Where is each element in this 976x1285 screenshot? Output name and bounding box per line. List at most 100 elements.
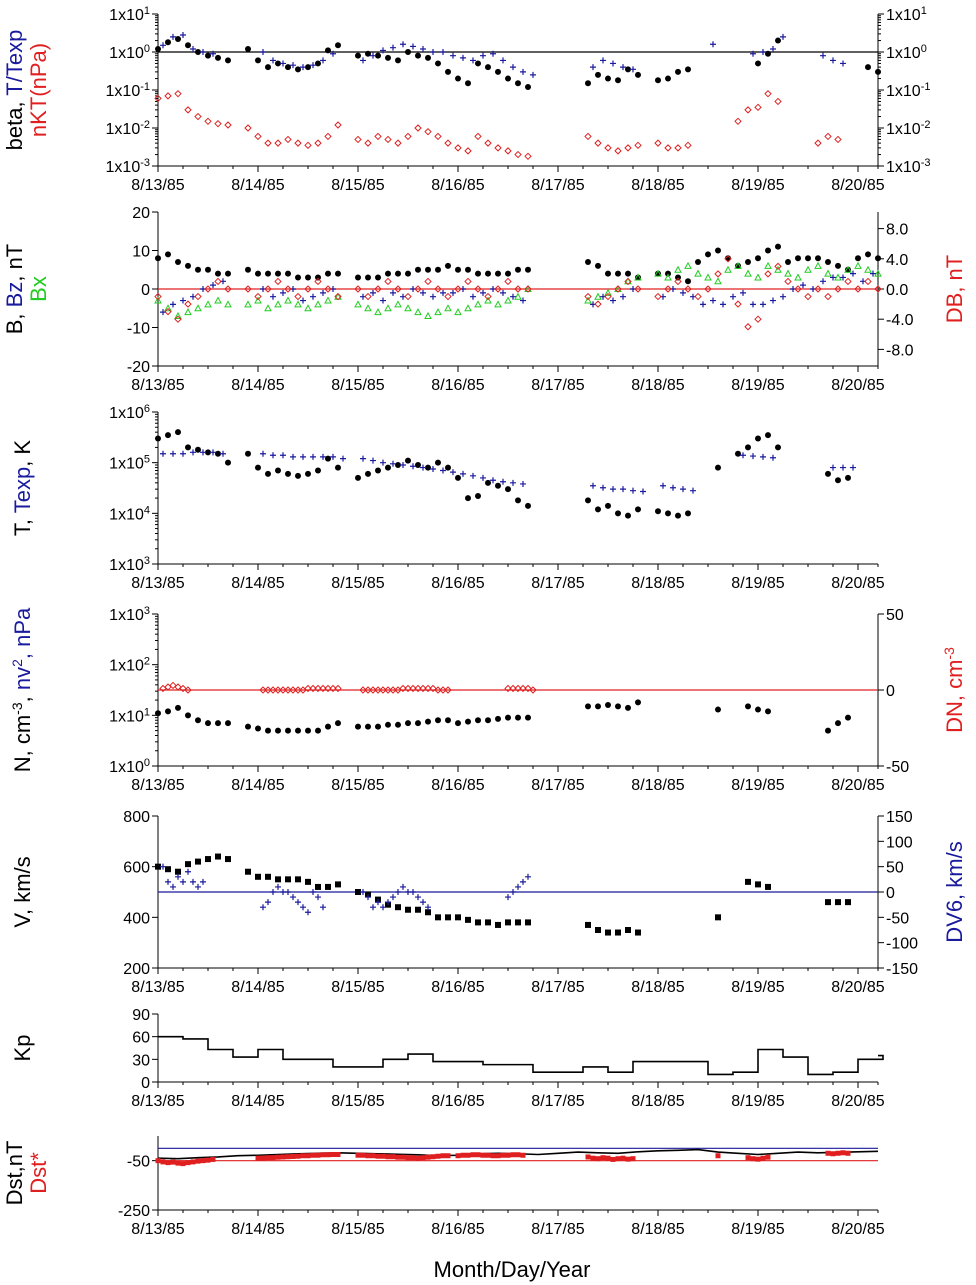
panel-beta-point xyxy=(674,144,682,152)
panel-bfield-point xyxy=(635,274,641,281)
panel-dst-point xyxy=(475,1152,481,1158)
panel-velocity-y2tick-label-2: 50 xyxy=(886,860,904,877)
panel-bfield-xtick-label-0: 8/13/85 xyxy=(131,377,184,394)
panel-temp-point xyxy=(400,461,406,468)
panel-dst-point xyxy=(395,1154,401,1160)
panel-velocity-point xyxy=(595,927,601,933)
panel-density-point xyxy=(465,718,471,725)
panel-bfield-point xyxy=(274,277,282,286)
panel-density-ytick-label-0-exponent: 3 xyxy=(144,605,150,617)
panel-temp-point xyxy=(320,453,326,460)
panel-temp-ylabel-part-0: T, xyxy=(10,513,35,536)
panel-density-point xyxy=(205,720,211,727)
panel-dst-point xyxy=(325,1152,331,1158)
panel-bfield-point xyxy=(594,300,602,308)
panel-beta-point xyxy=(480,52,486,59)
panel-kp-ytick-label-2-mantissa: 30 xyxy=(132,1052,150,1069)
panel-dst-ytick-label-1-mantissa: -250 xyxy=(118,1203,150,1220)
panel-dst-point xyxy=(520,1152,526,1158)
panel-kp-xtick-label-7: 8/20/85 xyxy=(831,1093,884,1110)
panel-temp-point xyxy=(265,470,271,477)
panel-bfield-point xyxy=(434,285,442,293)
panel-bfield-point xyxy=(394,300,402,308)
panel-bfield-point xyxy=(610,297,616,304)
panel-velocity-point xyxy=(585,921,591,928)
panel-kp-ytick-label-0-mantissa: 90 xyxy=(132,1007,150,1024)
panel-density-point xyxy=(425,718,431,725)
panel-beta-ytick-label-2: 1x10-1 xyxy=(106,81,150,100)
panel-dst-point xyxy=(195,1158,201,1164)
panel-density-xtick-label-2: 8/15/85 xyxy=(331,777,384,794)
panel-bfield-point xyxy=(205,266,211,273)
panel-density-ylabel-right: DN, cm-3 xyxy=(941,647,967,733)
panel-density-series-0 xyxy=(155,699,851,734)
panel-velocity-point xyxy=(225,856,231,863)
panel-beta-ytick-label-0-mantissa: 1x10 xyxy=(109,7,144,24)
panel-dst-point xyxy=(830,1151,836,1157)
panel-bfield-y2tick-label-2-mantissa: 0.0 xyxy=(886,282,908,299)
panel-temp-ylabel: T, Texp, K xyxy=(10,440,35,537)
panel-density-point xyxy=(495,715,501,722)
panel-beta-point xyxy=(600,57,606,64)
panel-beta-point xyxy=(685,66,691,73)
panel-density-point xyxy=(314,684,322,693)
panel-temp-point xyxy=(280,452,286,459)
panel-bfield-point xyxy=(820,278,826,285)
panel-bfield-point xyxy=(485,270,491,277)
panel-bfield-point xyxy=(734,261,742,269)
panel-bfield-point xyxy=(184,300,192,308)
panel-density-xtick-label-0: 8/13/85 xyxy=(131,777,184,794)
panel-velocity-point xyxy=(415,906,421,913)
panel-velocity-point xyxy=(395,904,401,911)
panel-dst-point xyxy=(440,1153,446,1159)
panel-dst-point xyxy=(490,1153,496,1159)
panel-temp-point xyxy=(190,449,196,456)
panel-bfield-point xyxy=(720,301,726,308)
panel-density-point xyxy=(274,686,282,694)
panel-bfield-y2tick-label-1: 4.0 xyxy=(886,252,908,269)
panel-density-point xyxy=(359,686,367,694)
panel-temp-point xyxy=(160,450,166,457)
panel-bfield-point xyxy=(284,285,292,293)
panel-velocity-point xyxy=(365,894,371,901)
panel-beta-point xyxy=(500,57,506,64)
panel-bfield-point xyxy=(320,289,326,296)
panel-beta-point xyxy=(265,64,271,71)
panel-beta-point xyxy=(375,52,381,59)
panel-bfield-point xyxy=(444,304,452,312)
panel-bfield-point xyxy=(430,293,436,300)
panel-beta-ytick-label-3-mantissa: 1x10 xyxy=(106,121,141,138)
panel-bfield-point xyxy=(180,297,186,304)
panel-temp-xtick-label-7: 8/20/85 xyxy=(831,575,884,592)
panel-temp-point xyxy=(305,470,311,477)
panel-beta-series-0 xyxy=(155,35,881,90)
panel-velocity-point xyxy=(300,904,306,911)
panel-bfield-point xyxy=(775,243,781,250)
panel-bfield-point xyxy=(324,285,332,293)
panel-dst-point xyxy=(415,1155,421,1161)
panel-beta-point xyxy=(585,80,591,87)
panel-density-ytick-label-2: 1x101 xyxy=(109,706,150,725)
panel-velocity-point xyxy=(515,883,521,890)
panel-beta-point xyxy=(195,49,201,55)
panel-bfield-point xyxy=(355,274,361,281)
panel-dst-point xyxy=(385,1154,391,1160)
panel-velocity-y2tick-label-6: -150 xyxy=(886,961,918,978)
panel-beta-point xyxy=(215,54,221,61)
panel-beta-point xyxy=(180,32,186,39)
panel-velocity-point xyxy=(155,863,161,870)
panel-velocity-y2tick-label-5: -100 xyxy=(886,936,918,953)
panel-beta-point xyxy=(330,50,336,57)
panel-density-point xyxy=(845,714,851,721)
panel-dst-point xyxy=(470,1152,476,1158)
panel-bfield-point xyxy=(664,285,672,293)
panel-velocity-ytick-label-1: 600 xyxy=(123,860,150,877)
panel-bfield: 8/13/85 8/14/85 8/15/85 8/16/85 8/17/85 8/18/… xyxy=(131,211,885,394)
panel-density-point xyxy=(525,714,531,721)
panel-kp-xtick-label-4: 8/17/85 xyxy=(531,1093,584,1110)
panel-dst-point xyxy=(765,1154,771,1160)
panel-dst-point xyxy=(505,1152,511,1158)
panel-velocity-ytick-label-3: 200 xyxy=(123,961,150,978)
panel-bfield-point xyxy=(170,301,176,308)
panel-kp-ytick-label-1: 60 xyxy=(132,1030,150,1047)
